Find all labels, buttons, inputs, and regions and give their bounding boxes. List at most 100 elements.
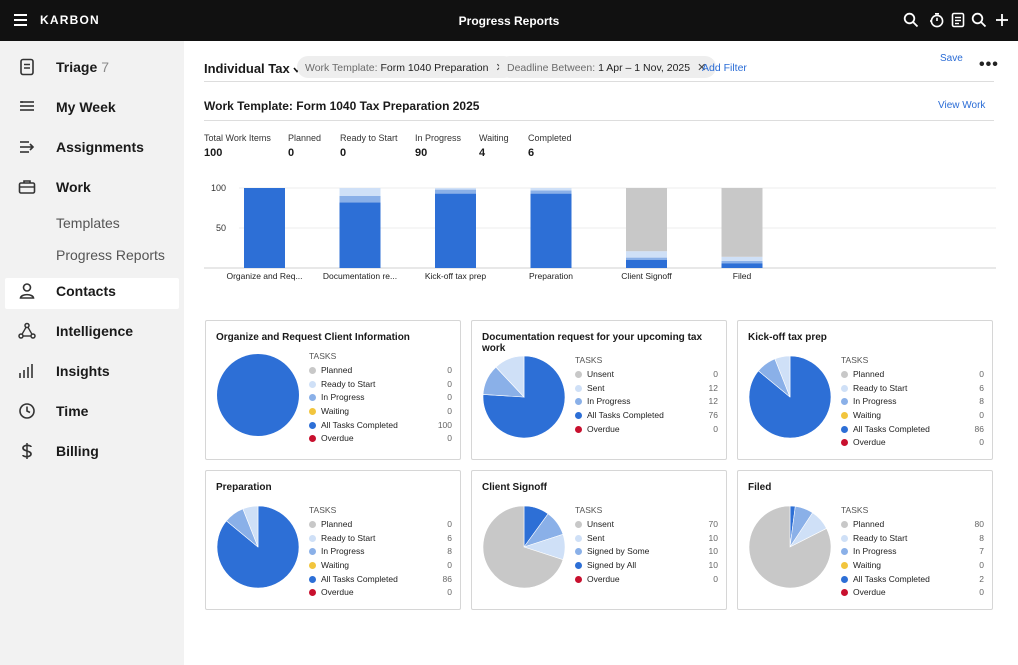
bar-segment[interactable] [721, 263, 763, 268]
stat-value: 6 [528, 147, 535, 159]
card-client-signoff[interactable]: Client Signoff TASKS Unsent 70 Sent 10 Signe… [471, 470, 727, 610]
legend-label: All Tasks Completed [587, 410, 664, 421]
sidebar-item-triage[interactable]: Triage 7 [0, 52, 184, 82]
legend-row: Unsent 0 [575, 369, 718, 383]
sidebar-item-label: Insights [56, 363, 110, 379]
card-filed[interactable]: Filed TASKS Planned 80 Ready to Start 8 In P… [737, 470, 993, 610]
menu-icon[interactable] [14, 14, 27, 26]
legend-value: 12 [708, 396, 718, 407]
chip-value: Form 1040 Preparation [380, 62, 489, 74]
bar-segment[interactable] [435, 193, 476, 268]
bar-segment[interactable] [721, 256, 763, 261]
stat-label: Total Work Items [204, 133, 271, 143]
filter-chip-deadline[interactable]: Deadline Between: 1 Apr – 1 Nov, 2025 ✕ [499, 56, 717, 78]
legend-value: 6 [979, 382, 984, 393]
filter-bar: Individual Tax Work Template: Form 1040 … [204, 53, 998, 82]
legend-value: 6 [447, 532, 452, 543]
legend-label: All Tasks Completed [853, 573, 930, 584]
card-title: Kick-off tax prep [748, 332, 827, 343]
legend-row: Planned 0 [309, 519, 452, 533]
legend-heading: TASKS [575, 505, 603, 515]
briefcase-icon [18, 180, 36, 194]
card-pie-chart [748, 355, 832, 439]
legend-label: Waiting [853, 410, 882, 421]
sidebar-item-billing[interactable]: Billing [0, 436, 184, 466]
view-work-link[interactable]: View Work [938, 100, 986, 111]
legend-row: Overdue 0 [575, 424, 718, 438]
notes-icon[interactable] [950, 12, 966, 28]
legend-row: Planned 0 [841, 369, 984, 383]
sidebar-item-work[interactable]: Work [0, 172, 184, 202]
card-documentation-request[interactable]: Documentation request for your upcoming … [471, 320, 727, 460]
sidebar-item-my-week[interactable]: My Week [0, 92, 184, 122]
bar-segment[interactable] [339, 188, 381, 196]
legend-label: Planned [321, 519, 353, 529]
bar-segment[interactable] [530, 193, 572, 268]
x-tick-label: Kick-off tax prep [425, 271, 487, 281]
legend-dot-icon [309, 575, 316, 583]
bar-segment[interactable] [626, 251, 667, 258]
card-preparation[interactable]: Preparation TASKS Planned 0 Ready to Start… [205, 470, 461, 610]
bar-segment[interactable] [721, 260, 763, 264]
legend-label: Planned [853, 519, 885, 529]
legend-value: 76 [708, 410, 718, 421]
card-organize-request[interactable]: Organize and Request Client Information … [205, 320, 461, 460]
sidebar-item-assignments[interactable]: Assignments [0, 132, 184, 162]
legend-value: 8 [979, 396, 984, 407]
legend-dot-icon [309, 367, 316, 374]
legend-heading: TASKS [309, 505, 337, 515]
sidebar-item-contacts[interactable]: Contacts [0, 276, 184, 306]
chip-value: 1 Apr – 1 Nov, 2025 [598, 62, 691, 74]
bar-segment[interactable] [626, 260, 667, 268]
legend-label: Sent [587, 532, 605, 543]
bar-segment[interactable] [339, 196, 381, 203]
legend-label: Overdue [587, 573, 620, 584]
search-icon[interactable] [971, 12, 987, 28]
card-legend: TASKS Planned 0 Ready to Start 0 In Progress… [309, 351, 452, 447]
plus-icon[interactable] [994, 12, 1010, 28]
legend-value: 0 [447, 365, 452, 375]
legend-dot-icon [575, 425, 582, 433]
bar-segment[interactable] [530, 188, 572, 191]
more-options-icon[interactable]: ••• [979, 56, 999, 73]
pie-slice [242, 505, 259, 548]
bar-segment[interactable] [435, 189, 476, 194]
close-icon[interactable]: ✕ [697, 62, 707, 74]
brand-logo[interactable]: KARBON [40, 13, 100, 27]
legend-heading: TASKS [841, 505, 869, 515]
legend-row: In Progress 7 [841, 546, 984, 560]
sidebar-item-insights[interactable]: Insights [0, 356, 184, 386]
legend-heading: TASKS [575, 355, 603, 365]
sidebar-subitem-progress-reports[interactable]: Progress Reports [56, 247, 165, 263]
divider [204, 120, 994, 121]
legend-dot-icon [841, 439, 848, 447]
scope-dropdown[interactable]: Individual Tax [204, 61, 301, 76]
triage-icon [20, 58, 34, 76]
legend-value: 12 [708, 382, 718, 393]
card-pie-chart [482, 355, 566, 439]
sidebar-subitem-templates[interactable]: Templates [56, 215, 120, 231]
sidebar-item-label: My Week [56, 99, 116, 115]
bar-segment[interactable] [721, 188, 763, 257]
bar-segment[interactable] [626, 188, 667, 252]
bar-segment[interactable] [435, 188, 476, 190]
bar-segment[interactable] [339, 202, 381, 268]
filter-chip-work-template[interactable]: Work Template: Form 1040 Preparation✕ [297, 56, 515, 78]
save-button[interactable]: Save [940, 53, 963, 64]
sidebar-item-intelligence[interactable]: Intelligence [0, 316, 184, 346]
network-icon [18, 322, 36, 339]
bar-segment[interactable] [626, 257, 667, 260]
legend-dot-icon [575, 384, 582, 392]
sidebar-item-time[interactable]: Time [0, 396, 184, 426]
bar-segment[interactable] [244, 188, 285, 268]
timer-icon[interactable] [929, 12, 945, 28]
add-filter-button[interactable]: Add Filter [702, 62, 747, 74]
search-icon[interactable] [903, 12, 919, 28]
legend-label: Overdue [587, 423, 620, 434]
card-kickoff-tax-prep[interactable]: Kick-off tax prep TASKS Planned 0 Ready to… [737, 320, 993, 460]
bar-segment[interactable] [530, 190, 572, 194]
stat-waiting: Waiting 4 [479, 133, 509, 159]
sidebar-item-label: Time [56, 403, 89, 419]
stat-value: 90 [415, 147, 428, 159]
legend-value: 86 [974, 423, 984, 434]
